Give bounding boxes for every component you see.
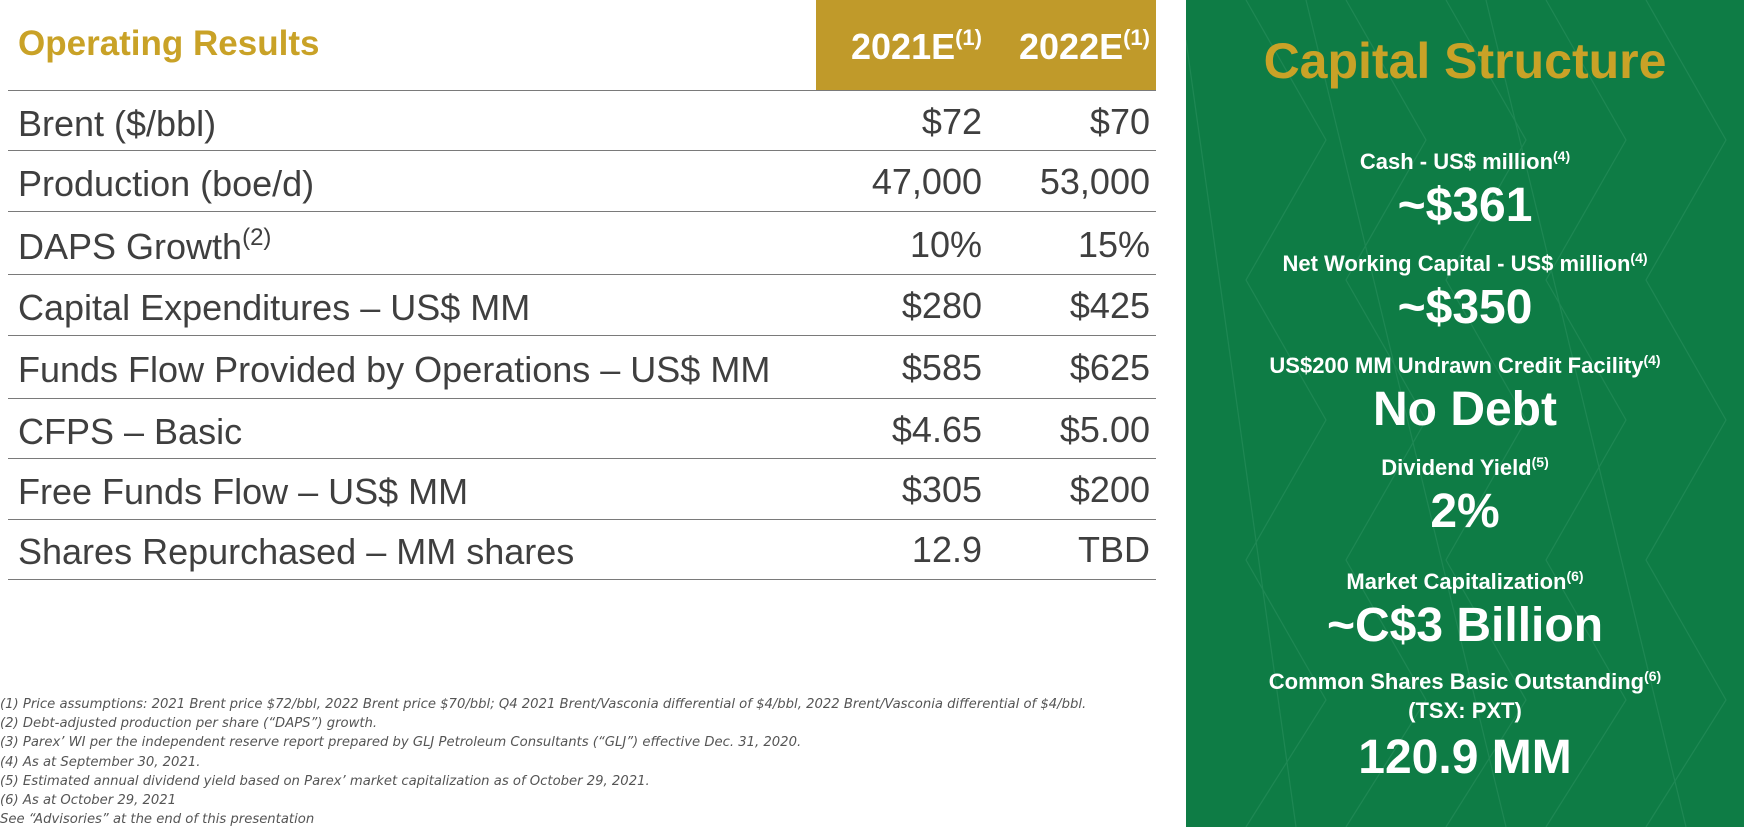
value-2022: $625 — [1069, 347, 1150, 388]
row-label-text: Brent ($/bbl) — [18, 103, 217, 144]
value-2021: $4.65 — [891, 409, 982, 450]
row-label-text: Funds Flow Provided by Operations – US$ … — [18, 349, 771, 390]
ticker-label: (TSX: PXT) — [1408, 698, 1522, 723]
cap-label-text: Cash - US$ million — [1359, 149, 1554, 174]
cap-note: (6) — [1566, 568, 1584, 584]
column-note: (1) — [955, 25, 982, 50]
cash-label: Cash - US$ million(4) — [1186, 148, 1744, 175]
row-label: Capital Expenditures – US$ MM — [18, 285, 530, 329]
row-label-text: Capital Expenditures – US$ MM — [18, 287, 531, 328]
value-2021: 47,000 — [871, 161, 982, 202]
row-label-text: Production (boe/d) — [18, 163, 315, 204]
value-2022: $70 — [1089, 101, 1150, 142]
footnote-3: (3) Parex’ WI per the independent reserv… — [0, 735, 802, 751]
cap-note: (4) — [1643, 352, 1661, 368]
net-working-capital-label: Net Working Capital - US$ million(4) — [1186, 250, 1744, 277]
capital-structure-panel: Capital Structure Cash - US$ million(4) … — [1186, 0, 1744, 827]
background-pattern — [1186, 0, 1727, 827]
dividend-yield-label: Dividend Yield(5) — [1186, 454, 1744, 481]
cap-note: (4) — [1553, 148, 1571, 164]
advisories-note: See “Advisories” at the end of this pres… — [0, 812, 315, 828]
row-label: Brent ($/bbl) — [18, 101, 216, 145]
table-row: Free Funds Flow – US$ MM $305 $200 — [8, 459, 1156, 520]
footnote-5: (5) Estimated annual dividend yield base… — [0, 773, 650, 789]
operating-results-table: Operating Results 2021E(1) 2022E(1) Bren… — [8, 0, 1156, 580]
value-2022: $5.00 — [1059, 409, 1150, 450]
column-note: (1) — [1123, 25, 1150, 50]
row-label: Free Funds Flow – US$ MM — [18, 469, 468, 513]
table-row: Capital Expenditures – US$ MM $280 $425 — [8, 275, 1156, 336]
year-header-background — [816, 0, 1156, 90]
cap-note: (4) — [1630, 250, 1648, 266]
column-label: 2022E — [1019, 26, 1124, 67]
value-2022: TBD — [1078, 529, 1150, 570]
debt-value: No Debt — [1373, 383, 1557, 436]
credit-facility-label: US$200 MM Undrawn Credit Facility(4) — [1186, 352, 1744, 379]
shares-outstanding-label: Common Shares Basic Outstanding(6) — [1186, 668, 1744, 695]
table-title: Operating Results — [18, 24, 320, 63]
value-2022: $425 — [1069, 285, 1150, 326]
cap-note: (5) — [1531, 454, 1549, 470]
market-cap-label: Market Capitalization(6) — [1186, 568, 1744, 595]
market-cap-value: ~C$3 Billion — [1326, 599, 1604, 652]
value-2021: $305 — [901, 469, 982, 510]
row-label-text: Free Funds Flow – US$ MM — [18, 471, 469, 512]
value-2022: $200 — [1069, 469, 1150, 510]
row-note: (2) — [242, 224, 272, 251]
cap-note: (6) — [1644, 668, 1662, 684]
table-row: DAPS Growth(2) 10% 15% — [8, 212, 1156, 275]
row-label: DAPS Growth(2) — [18, 224, 271, 268]
table-row: Shares Repurchased – MM shares 12.9 TBD — [8, 520, 1156, 580]
table-row: CFPS – Basic $4.65 $5.00 — [8, 399, 1156, 459]
row-label-text: CFPS – Basic — [18, 411, 243, 452]
column-header-2022: 2022E(1) — [1019, 25, 1150, 68]
table-row: Funds Flow Provided by Operations – US$ … — [8, 336, 1156, 399]
footnote-1: (1) Price assumptions: 2021 Brent price … — [0, 697, 1087, 712]
footnote-2: (2) Debt-adjusted production per share (… — [0, 716, 378, 732]
cap-label-text: US$200 MM Undrawn Credit Facility — [1269, 353, 1644, 378]
value-2021: $585 — [901, 347, 982, 388]
cap-label-text: Net Working Capital - US$ million — [1282, 251, 1631, 276]
value-2022: 15% — [1077, 224, 1150, 265]
cash-value: ~$361 — [1397, 179, 1533, 232]
column-header-2021: 2021E(1) — [851, 25, 982, 68]
row-label: Funds Flow Provided by Operations – US$ … — [18, 347, 770, 391]
capital-structure-title: Capital Structure — [1263, 33, 1667, 89]
row-label: CFPS – Basic — [18, 409, 242, 453]
value-2021: $280 — [901, 285, 982, 326]
row-label: Shares Repurchased – MM shares — [18, 529, 574, 573]
dividend-yield-value: 2% — [1430, 485, 1500, 538]
footnote-4: (4) As at September 30, 2021. — [0, 754, 201, 770]
cap-label-text: Dividend Yield — [1381, 455, 1532, 480]
footnote-6: (6) As at October 29, 2021 — [0, 793, 177, 809]
column-label: 2021E — [851, 26, 956, 67]
value-2022: 53,000 — [1039, 161, 1150, 202]
value-2021: 10% — [909, 224, 982, 265]
row-label: Production (boe/d) — [18, 161, 314, 205]
footnotes: (1) Price assumptions: 2021 Brent price … — [0, 695, 1160, 829]
table-row: Brent ($/bbl) $72 $70 — [8, 91, 1156, 151]
row-label-text: Shares Repurchased – MM shares — [18, 531, 575, 572]
value-2021: 12.9 — [911, 529, 982, 570]
value-2021: $72 — [921, 101, 982, 142]
net-working-capital-value: ~$350 — [1397, 281, 1533, 334]
cap-label-text: Market Capitalization — [1346, 569, 1567, 594]
table-row: Production (boe/d) 47,000 53,000 — [8, 151, 1156, 212]
table-header: Operating Results 2021E(1) 2022E(1) — [8, 0, 1156, 91]
shares-outstanding-value: 120.9 MM — [1358, 731, 1572, 784]
row-label-text: DAPS Growth — [18, 226, 243, 267]
cap-label-text: Common Shares Basic Outstanding — [1268, 669, 1645, 694]
